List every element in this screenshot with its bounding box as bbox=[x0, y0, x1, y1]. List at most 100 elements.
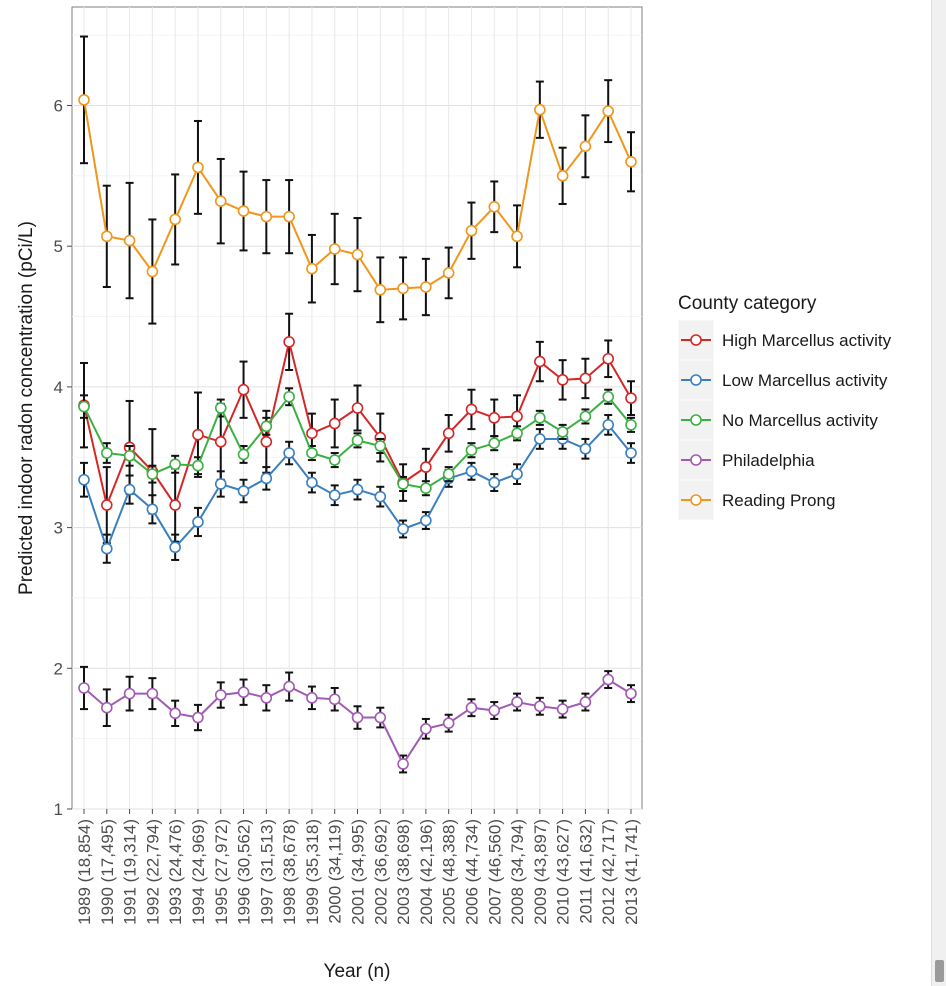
data-point bbox=[328, 243, 341, 255]
data-point bbox=[625, 155, 637, 168]
legend-item-no-marcellus-activity: No Marcellus activity bbox=[677, 399, 878, 441]
x-tick-label: 2004 (42,196) bbox=[417, 819, 436, 925]
data-point bbox=[283, 210, 295, 223]
data-point bbox=[442, 267, 455, 279]
data-point bbox=[283, 390, 295, 403]
x-tick-label: 1998 (38,678) bbox=[280, 819, 299, 925]
data-point bbox=[306, 427, 318, 440]
x-tick-label: 2007 (46,560) bbox=[485, 819, 504, 925]
data-point bbox=[237, 686, 250, 699]
data-point bbox=[556, 426, 569, 438]
data-point bbox=[397, 758, 409, 770]
x-tick-label: 1997 (31,513) bbox=[257, 819, 276, 925]
data-point bbox=[169, 213, 181, 226]
data-point bbox=[374, 711, 387, 724]
data-point bbox=[420, 722, 432, 735]
x-tick-label: 1996 (30,562) bbox=[235, 819, 254, 925]
data-point bbox=[602, 419, 615, 431]
series-layer bbox=[78, 35, 637, 774]
data-point bbox=[283, 447, 295, 459]
data-point bbox=[328, 417, 341, 430]
data-point bbox=[351, 248, 364, 261]
data-point bbox=[169, 707, 181, 720]
data-point bbox=[192, 711, 204, 724]
x-tick-label: 1991 (19,314) bbox=[121, 819, 140, 925]
data-point bbox=[625, 687, 637, 700]
data-point bbox=[100, 447, 113, 459]
data-point bbox=[306, 476, 318, 489]
data-point bbox=[579, 443, 592, 455]
data-point bbox=[100, 701, 113, 714]
data-point bbox=[602, 352, 615, 365]
data-point bbox=[625, 392, 637, 404]
data-point bbox=[306, 447, 318, 459]
data-point bbox=[237, 383, 250, 396]
data-point bbox=[123, 450, 136, 462]
data-point bbox=[237, 448, 250, 461]
data-point bbox=[214, 478, 227, 490]
x-tick-label: 2012 (42,717) bbox=[599, 819, 618, 925]
legend-key-point bbox=[690, 334, 702, 346]
series-reading-prong bbox=[78, 35, 637, 325]
data-point bbox=[351, 483, 364, 496]
data-point bbox=[260, 692, 273, 704]
x-tick-label: 1999 (35,318) bbox=[303, 819, 322, 925]
data-point bbox=[442, 427, 455, 440]
y-tick-label: 5 bbox=[54, 237, 63, 256]
x-tick-label: 2006 (44,734) bbox=[462, 819, 481, 925]
legend-title: County category bbox=[678, 293, 817, 314]
data-point bbox=[351, 402, 364, 414]
legend-label: High Marcellus activity bbox=[722, 331, 892, 350]
x-tick-label: 1993 (24,476) bbox=[166, 819, 185, 925]
legend-key-point bbox=[690, 414, 702, 426]
axes: 1 2 3 4 5 6 1989 (18,854) 1990 (17,495) 1991 (19… bbox=[54, 96, 641, 924]
legend-item-reading-prong: Reading Prong bbox=[677, 479, 835, 521]
x-tick-label: 2001 (34,995) bbox=[349, 819, 368, 925]
data-point bbox=[192, 459, 204, 472]
data-point bbox=[556, 170, 569, 182]
data-point bbox=[306, 262, 318, 275]
legend: County category High Marcellus activity L… bbox=[677, 293, 892, 521]
data-point bbox=[625, 447, 637, 459]
x-tick-label: 1992 (22,794) bbox=[143, 819, 162, 925]
legend-key-point bbox=[690, 494, 702, 506]
y-tick-label: 2 bbox=[54, 659, 63, 678]
data-point bbox=[214, 195, 227, 207]
scrollbar-thumb[interactable] bbox=[935, 960, 944, 982]
legend-item-high-marcellus-activity: High Marcellus activity bbox=[677, 319, 892, 361]
vertical-scrollbar[interactable] bbox=[931, 0, 946, 986]
legend-label: Philadelphia bbox=[722, 451, 815, 470]
x-axis-title: Year (n) bbox=[324, 961, 391, 982]
data-point bbox=[146, 687, 159, 700]
data-point bbox=[579, 372, 592, 385]
data-point bbox=[214, 402, 227, 414]
data-point bbox=[123, 483, 136, 496]
data-point bbox=[169, 499, 181, 511]
data-point bbox=[465, 701, 478, 714]
legend-item-low-marcellus-activity: Low Marcellus activity bbox=[677, 359, 888, 401]
data-point bbox=[260, 210, 273, 223]
x-tick-label: 2011 (41,632) bbox=[576, 819, 595, 924]
data-point bbox=[192, 428, 204, 441]
data-point bbox=[465, 444, 478, 457]
x-tick-label: 2013 (41,741) bbox=[622, 819, 641, 925]
data-point bbox=[192, 516, 204, 528]
data-point bbox=[374, 440, 387, 452]
data-point bbox=[602, 105, 615, 117]
data-point bbox=[602, 390, 615, 403]
x-tick-label: 1990 (17,495) bbox=[98, 819, 117, 925]
data-point bbox=[146, 503, 159, 516]
data-point bbox=[351, 434, 364, 447]
data-point bbox=[100, 542, 113, 555]
data-point bbox=[397, 478, 409, 490]
legend-label: Low Marcellus activity bbox=[722, 371, 888, 390]
data-point bbox=[511, 468, 523, 480]
data-point bbox=[214, 435, 227, 448]
data-point bbox=[420, 514, 432, 527]
series-low-marcellus-activity bbox=[78, 414, 637, 564]
y-axis-title: Predicted indoor radon concentration (pC… bbox=[16, 221, 37, 595]
data-point bbox=[465, 403, 478, 416]
data-point bbox=[214, 689, 227, 701]
data-point bbox=[602, 673, 615, 686]
